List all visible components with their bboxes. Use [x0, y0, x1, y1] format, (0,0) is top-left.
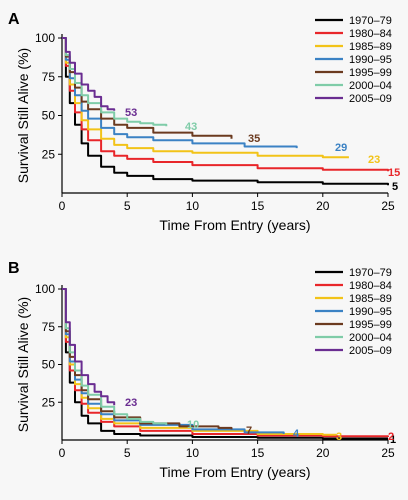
x-tick-label: 20 — [316, 199, 330, 213]
x-tick-label: 0 — [59, 446, 66, 460]
series-line — [62, 37, 349, 159]
legend-label: 1985–89 — [349, 293, 392, 305]
series-end-label: 53 — [125, 107, 137, 119]
y-tick-label: 75 — [42, 320, 56, 334]
series-line — [62, 288, 337, 436]
x-tick-label: 5 — [124, 199, 131, 213]
panel-label: B — [8, 260, 20, 277]
y-tick-label: 25 — [42, 147, 56, 161]
y-tick-label: 50 — [42, 109, 56, 123]
x-tick-label: 25 — [381, 446, 395, 460]
x-tick-label: 20 — [316, 446, 330, 460]
legend-label: 1990–95 — [349, 54, 392, 66]
series-end-label: 15 — [388, 167, 400, 179]
y-tick-label: 50 — [42, 358, 56, 372]
series-end-label: 35 — [248, 133, 260, 145]
series-line — [62, 288, 388, 440]
legend-label: 1985–89 — [349, 41, 392, 53]
legend-label: 2005–09 — [349, 93, 392, 105]
legend-label: 1970–79 — [349, 267, 392, 279]
panel-a: A 25 50 75 100 0 5 10 15 20 25 Time From Entry (yea… — [8, 11, 400, 233]
x-axis-title: Time From Entry (years) — [159, 217, 310, 233]
y-tick-label: 75 — [42, 70, 56, 84]
legend-label: 2000–04 — [349, 332, 392, 344]
legend-label: 1980–84 — [349, 280, 392, 292]
series-end-label: 1 — [390, 434, 396, 446]
series-end-label: 10 — [187, 419, 199, 431]
x-tick-label: 0 — [59, 199, 66, 213]
series-end-label: 4 — [293, 428, 300, 440]
series-end-label: 7 — [246, 425, 252, 437]
series-end-label: 23 — [125, 397, 137, 409]
legend-label: 1990–95 — [349, 306, 392, 318]
legend-label: 1995–99 — [349, 67, 392, 79]
y-tick-label: 25 — [42, 395, 56, 409]
series-line — [62, 37, 389, 172]
series-end-label: 43 — [185, 121, 197, 133]
panel-label: A — [8, 11, 20, 28]
y-tick-label: 100 — [35, 282, 55, 296]
panel-b: B 25 50 75 100 0 5 10 15 20 25 Time From Entry (yea… — [8, 260, 396, 480]
y-axis-title: Survival Still Alive (%) — [15, 297, 31, 432]
y-axis-title: Survival Still Alive (%) — [15, 48, 31, 183]
legend-label: 1995–99 — [349, 319, 392, 331]
series-line — [62, 288, 116, 406]
series-line — [62, 37, 116, 111]
legend-label: 2005–09 — [349, 345, 392, 357]
x-tick-label: 15 — [251, 446, 265, 460]
x-tick-label: 5 — [124, 446, 131, 460]
series-line — [62, 37, 389, 186]
series-end-label: 2 — [388, 431, 394, 443]
series-line — [62, 288, 389, 438]
x-axis-title: Time From Entry (years) — [159, 464, 310, 480]
x-tick-label: 10 — [186, 199, 200, 213]
y-tick-label: 100 — [35, 31, 55, 45]
legend-label: 1980–84 — [349, 28, 392, 40]
x-tick-label: 15 — [251, 199, 265, 213]
series-end-label: 23 — [368, 154, 380, 166]
series-end-label: 5 — [392, 181, 398, 193]
legend-label: 1970–79 — [349, 15, 392, 27]
series-line — [62, 37, 298, 149]
legend-label: 2000–04 — [349, 80, 392, 92]
x-tick-label: 10 — [186, 446, 200, 460]
series-end-label: 29 — [335, 142, 347, 154]
series-end-label: 3 — [336, 431, 342, 443]
x-tick-label: 25 — [381, 199, 395, 213]
